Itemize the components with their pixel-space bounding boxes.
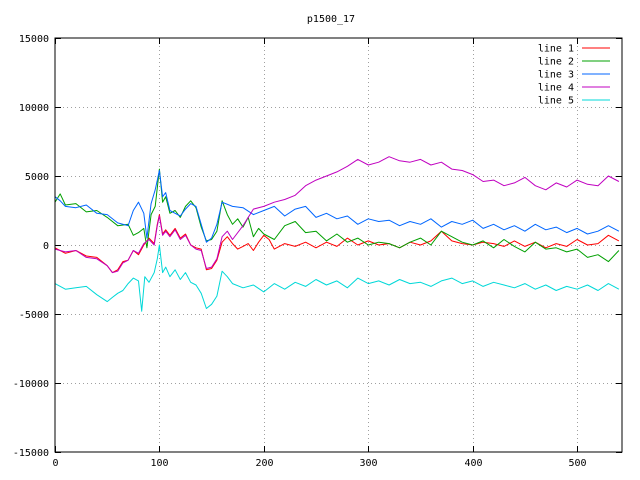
y-tick-label: -10000 xyxy=(13,379,49,390)
x-tick-label: 400 xyxy=(464,458,482,469)
y-tick-label: 15000 xyxy=(19,34,49,45)
series-line-3 xyxy=(54,170,620,243)
y-tick-label: -5000 xyxy=(19,310,49,321)
y-tick-label: 10000 xyxy=(19,103,49,114)
legend-label: line 1 xyxy=(538,44,574,55)
x-tick-label: 0 xyxy=(52,458,58,469)
axis-ticks: -15000 -10000 -5000 0 5000 10000 15000 0 100 200 3… xyxy=(13,34,622,469)
x-tick-label: 300 xyxy=(359,458,377,469)
legend-label: line 4 xyxy=(538,83,574,94)
legend: line 1 line 2 line 3 line 4 line 5 xyxy=(538,44,610,107)
legend-label: line 5 xyxy=(538,96,574,107)
legend-label: line 3 xyxy=(538,70,574,81)
series-line-4 xyxy=(54,156,620,274)
series-lines xyxy=(54,156,620,312)
series-line-2 xyxy=(54,168,620,263)
y-tick-label: 5000 xyxy=(25,172,49,183)
x-tick-label: 100 xyxy=(150,458,168,469)
legend-label: line 2 xyxy=(538,57,574,68)
y-tick-label: 0 xyxy=(43,241,49,252)
y-tick-label: -15000 xyxy=(13,448,49,459)
x-tick-label: 500 xyxy=(568,458,586,469)
x-tick-label: 200 xyxy=(255,458,273,469)
series-line-5 xyxy=(54,244,620,312)
series-line-1 xyxy=(54,214,620,274)
chart-title: p1500_17 xyxy=(307,14,355,25)
